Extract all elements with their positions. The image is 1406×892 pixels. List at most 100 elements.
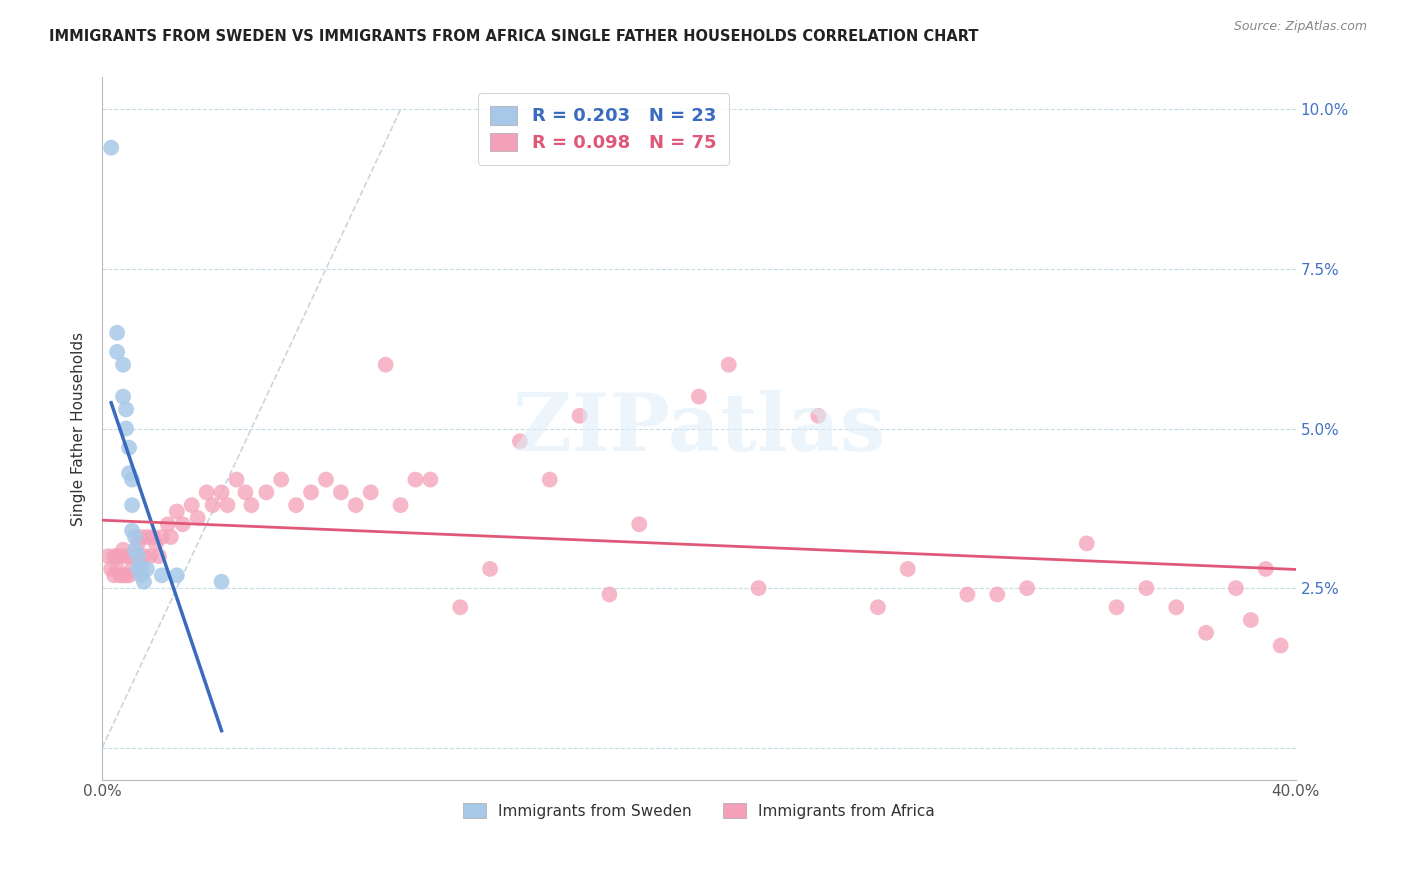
Legend: Immigrants from Sweden, Immigrants from Africa: Immigrants from Sweden, Immigrants from … <box>457 797 941 824</box>
Point <box>688 390 710 404</box>
Point <box>150 568 173 582</box>
Point <box>211 485 233 500</box>
Point <box>97 549 120 564</box>
Point <box>344 498 367 512</box>
Point <box>187 511 209 525</box>
Point <box>1135 581 1157 595</box>
Point <box>105 549 128 564</box>
Point <box>105 345 128 359</box>
Point <box>139 549 162 564</box>
Point <box>449 600 471 615</box>
Point <box>118 467 141 481</box>
Point <box>717 358 740 372</box>
Point <box>201 498 224 512</box>
Point <box>1105 600 1128 615</box>
Point <box>118 441 141 455</box>
Point <box>115 402 138 417</box>
Point <box>115 549 138 564</box>
Point <box>166 504 188 518</box>
Point <box>374 358 396 372</box>
Point <box>1254 562 1277 576</box>
Point <box>103 549 125 564</box>
Point <box>195 485 218 500</box>
Point <box>112 568 135 582</box>
Point <box>118 549 141 564</box>
Point <box>270 473 292 487</box>
Point <box>568 409 591 423</box>
Point <box>108 568 131 582</box>
Point <box>127 536 149 550</box>
Point <box>124 542 146 557</box>
Point <box>1195 625 1218 640</box>
Point <box>956 587 979 601</box>
Point <box>285 498 308 512</box>
Point <box>112 390 135 404</box>
Point <box>419 473 441 487</box>
Point <box>1270 639 1292 653</box>
Text: Source: ZipAtlas.com: Source: ZipAtlas.com <box>1233 20 1367 33</box>
Point <box>1240 613 1263 627</box>
Point <box>1015 581 1038 595</box>
Point <box>479 562 502 576</box>
Text: IMMIGRANTS FROM SWEDEN VS IMMIGRANTS FROM AFRICA SINGLE FATHER HOUSEHOLDS CORREL: IMMIGRANTS FROM SWEDEN VS IMMIGRANTS FRO… <box>49 29 979 44</box>
Point <box>100 141 122 155</box>
Point <box>166 568 188 582</box>
Point <box>1076 536 1098 550</box>
Point <box>118 568 141 582</box>
Point <box>299 485 322 500</box>
Point <box>142 530 165 544</box>
Point <box>112 542 135 557</box>
Point <box>240 498 263 512</box>
Point <box>598 587 620 601</box>
Point <box>254 485 277 500</box>
Point <box>156 517 179 532</box>
Point <box>389 498 412 512</box>
Point <box>225 473 247 487</box>
Point <box>235 485 257 500</box>
Point <box>124 549 146 564</box>
Point <box>509 434 531 449</box>
Point <box>145 536 167 550</box>
Point <box>986 587 1008 601</box>
Point <box>150 530 173 544</box>
Point <box>160 530 183 544</box>
Text: ZIPatlas: ZIPatlas <box>513 390 884 467</box>
Point <box>807 409 830 423</box>
Point <box>360 485 382 500</box>
Point <box>127 562 149 576</box>
Point <box>315 473 337 487</box>
Point <box>211 574 233 589</box>
Point <box>121 562 143 576</box>
Y-axis label: Single Father Households: Single Father Households <box>72 332 86 525</box>
Point <box>124 530 146 544</box>
Point <box>404 473 426 487</box>
Point <box>329 485 352 500</box>
Point <box>136 562 159 576</box>
Point <box>105 326 128 340</box>
Point <box>115 421 138 435</box>
Point <box>121 473 143 487</box>
Point <box>628 517 651 532</box>
Point <box>1225 581 1247 595</box>
Point <box>108 549 131 564</box>
Point <box>100 562 122 576</box>
Point <box>121 498 143 512</box>
Point <box>748 581 770 595</box>
Point <box>121 524 143 538</box>
Point <box>148 549 170 564</box>
Point <box>136 530 159 544</box>
Point <box>132 574 155 589</box>
Point <box>129 530 152 544</box>
Point <box>172 517 194 532</box>
Point <box>103 568 125 582</box>
Point <box>129 562 152 576</box>
Point <box>180 498 202 512</box>
Point <box>1166 600 1188 615</box>
Point <box>897 562 920 576</box>
Point <box>115 568 138 582</box>
Point <box>129 568 152 582</box>
Point <box>105 562 128 576</box>
Point <box>866 600 889 615</box>
Point <box>132 549 155 564</box>
Point <box>217 498 239 512</box>
